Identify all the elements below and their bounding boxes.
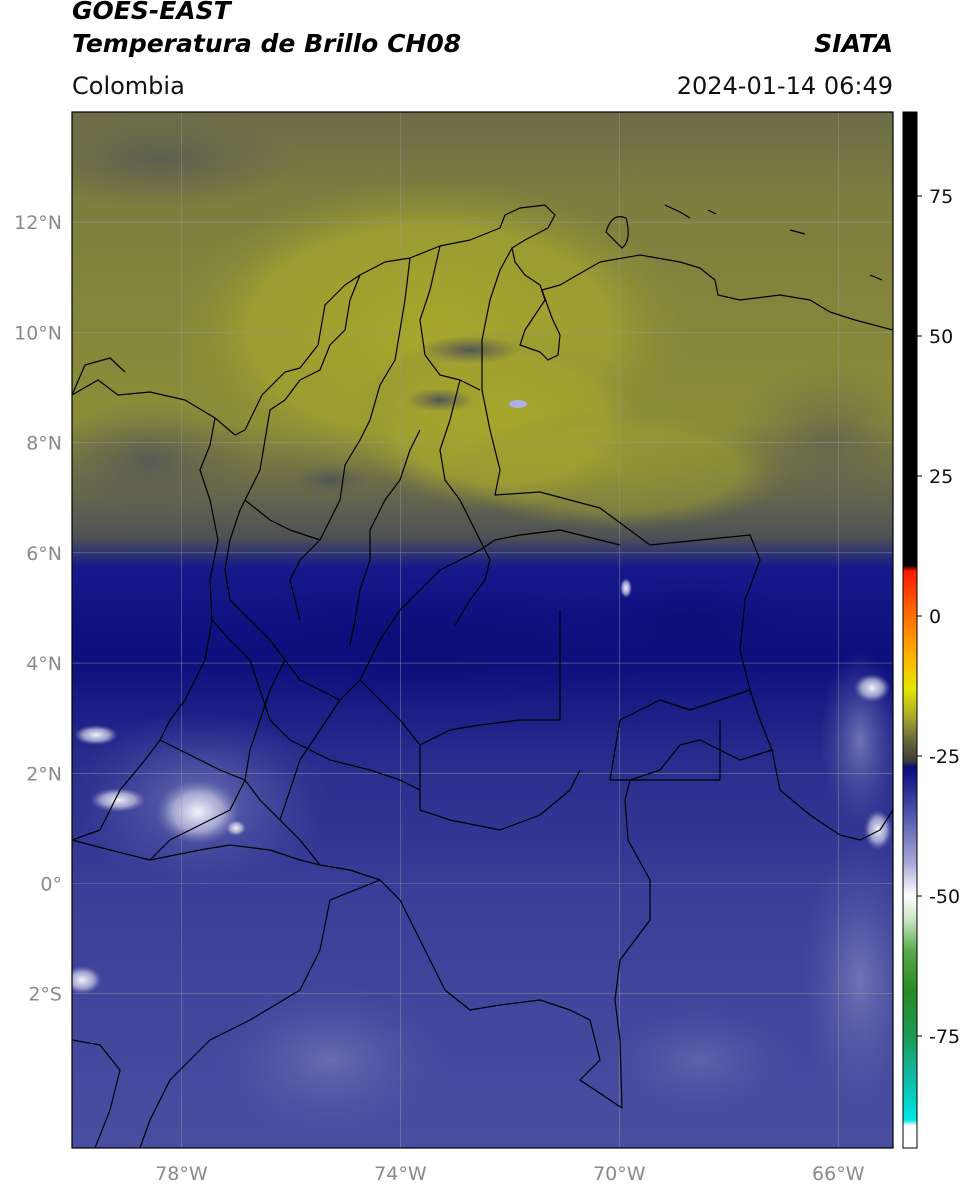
timestamp-label: 2024-01-14 06:49 — [676, 72, 893, 100]
colorbar-tick-label: 25 — [929, 466, 953, 488]
colombia-ecuador-border — [72, 839, 271, 861]
longitude-tick-label: 78°W — [155, 1163, 208, 1185]
agency-label: SIATA — [814, 29, 893, 58]
colorbar-tick-label: -50 — [929, 886, 960, 908]
brightness-temperature-field — [72, 112, 893, 1148]
map-frame — [71, 111, 894, 1149]
colorbar-tick-label: -75 — [929, 1026, 960, 1048]
colorbar-tick-label: 75 — [929, 186, 953, 208]
pacific-coastline — [72, 417, 219, 841]
latitude-tick-label: 2°N — [26, 763, 62, 785]
longitude-tick-label: 70°W — [593, 1163, 646, 1185]
region-label: Colombia — [72, 72, 185, 100]
colorbar: 75 50 25 0 -25 -50 -75 — [902, 111, 960, 1149]
graticule-lines — [72, 112, 893, 1148]
colorbar-tick-label: -25 — [929, 746, 960, 768]
boundary-lines — [72, 204, 893, 1148]
latitude-tick-label: 12°N — [14, 212, 62, 234]
latitude-tick-label: 8°N — [26, 433, 62, 455]
satellite-title: GOES-EAST — [72, 0, 231, 25]
latitude-tick-label: 2°S — [28, 984, 62, 1006]
latitude-tick-label: 4°N — [26, 653, 62, 675]
latitude-tick-label: 0° — [40, 873, 62, 895]
colorbar-tick-label: 50 — [929, 326, 953, 348]
longitude-tick-labels: 78°W 74°W 70°W 66°W — [155, 1163, 864, 1185]
colombia-venezuela-border — [481, 247, 893, 841]
colorbar-gradient — [902, 111, 918, 1149]
ecuador-peru-border — [139, 879, 381, 1148]
latitude-tick-label: 10°N — [14, 322, 62, 344]
longitude-tick-label: 66°W — [812, 1163, 865, 1185]
longitude-tick-label: 74°W — [374, 1163, 427, 1185]
product-title: Temperatura de Brillo CH08 — [72, 29, 462, 58]
colorbar-ticks: 75 50 25 0 -25 -50 -75 — [917, 186, 960, 1048]
colorbar-tick-label: 0 — [929, 606, 941, 628]
latitude-tick-labels: 12°N 10°N 8°N 6°N 4°N 2°N 0° 2°S — [14, 212, 62, 1005]
latitude-tick-label: 6°N — [26, 543, 62, 565]
